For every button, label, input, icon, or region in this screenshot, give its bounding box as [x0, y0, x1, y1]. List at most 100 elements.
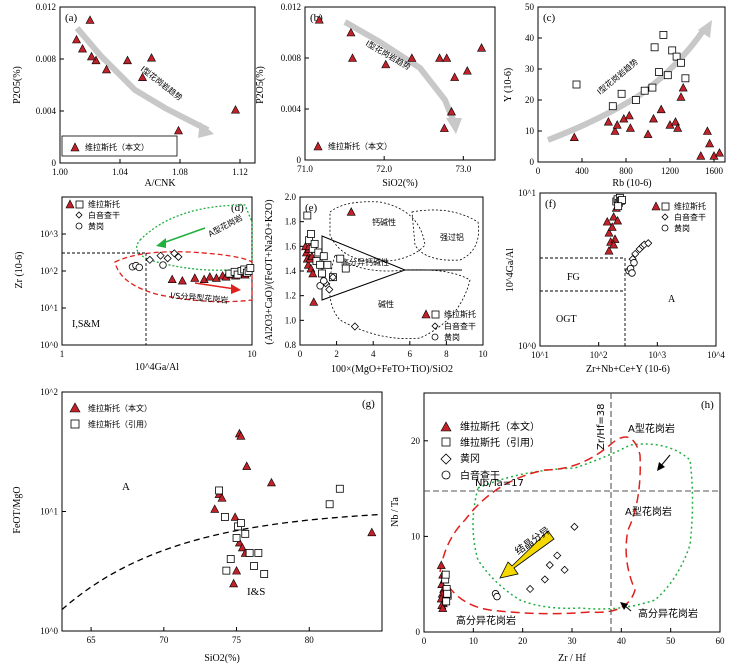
panel-f-data-point — [613, 215, 623, 225]
panel-g-label: (g) — [362, 398, 375, 410]
panel-d-legend-triangle — [65, 199, 75, 209]
panel-h-data-point — [540, 575, 549, 584]
panel-g-data-point — [245, 549, 254, 557]
panel-e-xlabel: 100×(MgO+FeTO+TiO)/SiO2 — [331, 364, 453, 375]
panel-a-data-point — [123, 55, 132, 65]
panel-c-xlabel: Rb (10-6) — [612, 178, 651, 189]
panel-f-legend-circle — [661, 224, 669, 232]
panel-a-xtick-label: 1.12 — [232, 167, 248, 177]
panel-d-data-point — [199, 274, 209, 284]
panel-h: (h) Nb/Ta=17 Zr/Hf=38 结晶分异 A型花岗岩 A型花岗岩 高… — [390, 392, 726, 664]
panel-d-is-arrow — [194, 282, 236, 290]
panel-e-ytick-label: 1.6 — [285, 241, 297, 251]
panel-f-ylabel: 10^4Ga/Al — [505, 248, 516, 292]
panel-d-data-point — [174, 252, 183, 261]
panel-e-data-point — [323, 260, 332, 269]
panel-h-legend-label-3: 白音查干 — [460, 469, 500, 482]
panel-f-label: (f) — [545, 198, 556, 210]
panel-b: (b) I型花岗岩趋势 维拉斯托（本文） SiO2(%) P2O5(%) 71.… — [255, 2, 496, 189]
panel-c-data-point — [676, 92, 686, 101]
panel-b-legend: 维拉斯托（本文） — [313, 141, 392, 151]
panel-d-region-ism: I,S&M — [72, 319, 100, 330]
panel-e-region-ca: 钙碱性 — [372, 217, 396, 227]
panel-g-data-point — [237, 542, 247, 552]
panel-c-data-point — [650, 43, 659, 52]
panel-c-data-point — [705, 138, 715, 148]
panel-b-xtick-label: 73.0 — [455, 164, 471, 174]
panel-f-data-point — [607, 222, 617, 231]
panel-d-data-point — [205, 272, 215, 281]
panel-b-data-point — [477, 43, 487, 52]
panel-a-data-point — [85, 15, 95, 24]
panel-e-ytick-label: 1.0 — [285, 315, 297, 325]
panel-h-xtick-label: 30 — [568, 636, 578, 646]
panel-a-xtick-label: 1.00 — [52, 167, 68, 177]
panel-h-data-point — [553, 551, 562, 560]
panel-g-legend-label-1: 维拉斯托（引用） — [88, 419, 152, 429]
panel-e: (e) 钙碱性 强过铝 高分异钙碱性 碱性 维拉斯托 白音查干 黄岗 100×(… — [264, 192, 488, 375]
panel-c-label: (c) — [543, 12, 556, 24]
panel-d-ytick-label: 10^3 — [40, 229, 58, 239]
panel-e-ytick-label: 0.8 — [285, 340, 297, 350]
panel-a-ytick-label: 0 — [52, 158, 57, 168]
panel-a: (a) I型花岗岩趋势 维拉斯托（本文） A/CNK P2O5(%) 1.00 1… — [12, 2, 256, 189]
panel-d-data-point — [145, 255, 154, 264]
panel-g-xtick-label: 80 — [305, 635, 315, 645]
panel-f-region-a: A — [668, 294, 676, 305]
panel-g-data-point — [217, 493, 227, 502]
panel-a-frame — [59, 6, 256, 164]
panel-c-data-point — [663, 71, 672, 80]
panel-c-data-point — [656, 104, 666, 114]
panel-h-data-point — [436, 560, 446, 569]
panel-b-ylabel: P2O5(%) — [255, 66, 266, 104]
panel-f-xtick-label: 10^1 — [531, 350, 549, 360]
panel-e-data-point — [328, 273, 338, 282]
panel-g-data-point — [325, 500, 334, 509]
panel-g-data-point — [254, 549, 263, 557]
panel-d-a-type-field — [136, 204, 253, 271]
panel-d-data-point — [159, 261, 167, 269]
panel-h-legend: 维拉斯托（本文） 维拉斯托（引用） 黄冈 白音查干 — [440, 420, 540, 482]
panel-h-a-type-field — [472, 443, 694, 610]
panel-c-xtick-label: 400 — [575, 166, 589, 176]
panel-e-data-point — [336, 254, 345, 263]
panel-e-legend: 维拉斯托 白音查干 黄岗 — [421, 309, 476, 342]
panel-h-zrhf-label: Zr/Hf=38 — [596, 404, 607, 450]
panel-h-nbta-label: Nb/Ta=17 — [475, 478, 524, 489]
panel-g-xtick-label: 70 — [159, 635, 169, 645]
panel-e-data-point — [346, 207, 356, 216]
panel-h-region-a-top: A型花岗岩 — [628, 422, 675, 435]
panel-c-ytick-label: 50 — [525, 2, 535, 12]
panel-a-legend-marker — [70, 142, 80, 152]
panel-d-legend-label-0: 维拉斯托 — [88, 199, 120, 209]
panel-h-xtick-label: 20 — [518, 636, 528, 646]
panel-h-region-fg-right: 高分异花岗岩 — [638, 607, 698, 620]
panel-e-xtick-label: 6 — [408, 349, 413, 359]
panel-c-data-point — [649, 113, 658, 123]
panel-f-legend-label-1: 白音查干 — [674, 212, 706, 222]
panel-g-data-point — [242, 461, 252, 470]
panel-f-legend-label-2: 黄岗 — [674, 223, 690, 233]
panel-c-data-point — [569, 132, 579, 141]
panel-h-data-point — [441, 570, 450, 579]
panel-d-legend-label-2: 黄岗 — [88, 221, 104, 231]
panel-f-region-fg: FG — [567, 272, 580, 283]
panel-e-legend-diamond — [431, 322, 439, 330]
panel-b-data-point — [407, 53, 417, 62]
panel-h-legend-label-2: 黄冈 — [460, 452, 480, 465]
panel-h-xtick-label: 60 — [716, 636, 726, 646]
panel-a-data-point — [102, 64, 111, 74]
panel-h-data-point — [438, 603, 448, 612]
panel-a-data-point — [138, 72, 147, 81]
panel-d-a-type-arrow — [159, 227, 206, 245]
panel-e-label: (e) — [305, 202, 318, 214]
panel-f-frame — [539, 192, 717, 347]
panel-c-data-point — [715, 148, 724, 157]
panel-g-ytick-label: 10^1 — [40, 507, 58, 517]
panel-d-data-point — [156, 251, 165, 260]
panel-c-data-point — [672, 52, 681, 61]
panel-c-data-point — [632, 96, 640, 104]
panel-g-region-is: I&S — [247, 586, 265, 598]
panel-f-legend-square — [661, 202, 670, 211]
panel-g-legend-square — [70, 419, 80, 429]
